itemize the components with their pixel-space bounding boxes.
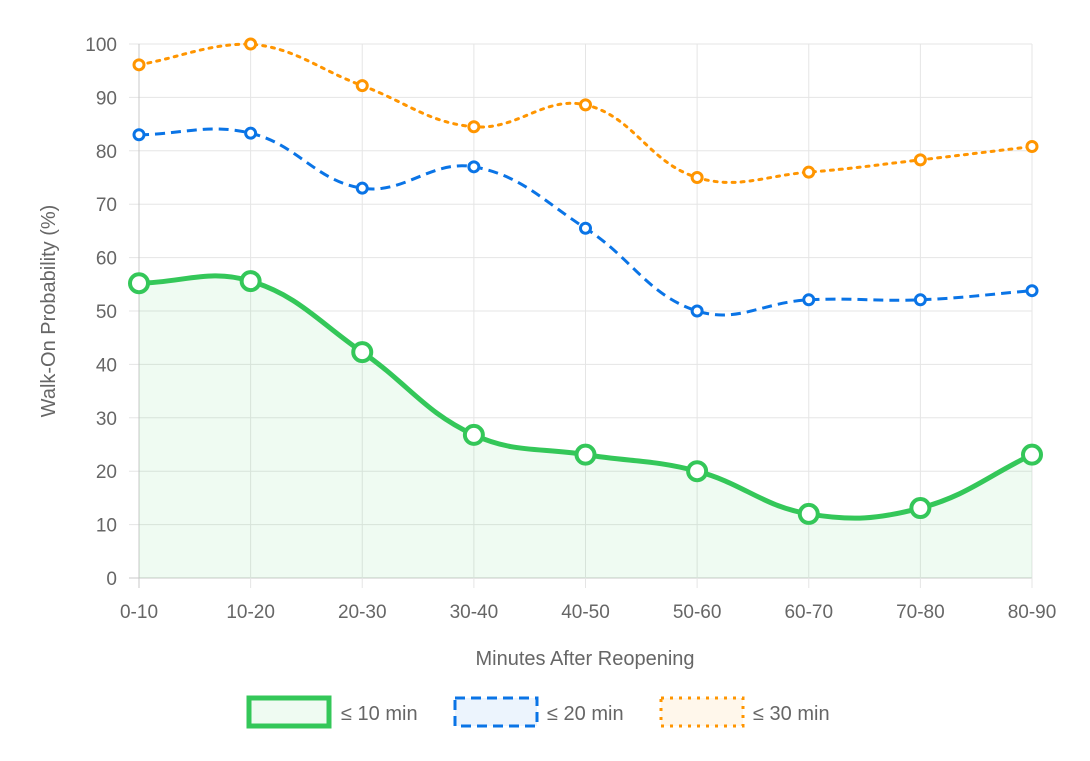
data-point <box>462 423 485 446</box>
x-tick-label: 20-30 <box>338 602 387 623</box>
y-tick-label: 30 <box>96 409 117 430</box>
y-axis-label: Walk-On Probability (%) <box>38 205 60 418</box>
data-point <box>128 272 150 295</box>
y-tick-label: 100 <box>85 35 117 56</box>
y-tick-label: 90 <box>96 88 117 109</box>
y-tick-label: 10 <box>96 516 117 537</box>
series-3 <box>132 37 1039 184</box>
y-tick-label: 40 <box>96 355 117 376</box>
series-area <box>139 275 1032 578</box>
data-point <box>579 221 592 235</box>
data-point <box>690 171 704 184</box>
data-point <box>1025 140 1039 154</box>
x-axis-ticks: 0-10 10-20 20-30 30-40 40-50 50-60 60-70 70-80 8… <box>120 602 1056 623</box>
legend-item-2: ≤ 20 min <box>453 696 624 728</box>
data-point <box>244 126 258 140</box>
y-tick-label: 50 <box>96 302 117 323</box>
data-point <box>1021 443 1043 466</box>
data-point <box>913 153 927 167</box>
series-group <box>128 37 1043 578</box>
data-point <box>355 181 369 195</box>
data-point <box>909 497 932 520</box>
data-point <box>132 58 146 72</box>
legend-swatch <box>453 696 539 728</box>
legend-swatch <box>246 695 332 729</box>
y-tick-label: 60 <box>96 249 117 270</box>
legend-item-3: ≤ 30 min <box>659 696 830 728</box>
data-point <box>355 79 369 93</box>
y-tick-label: 0 <box>106 569 117 590</box>
x-axis-label: Minutes After Reopening <box>475 648 694 670</box>
y-tick-label: 80 <box>96 142 117 163</box>
x-tick-label: 0-10 <box>120 602 158 623</box>
x-tick-label: 50-60 <box>673 602 722 623</box>
data-point <box>690 304 704 318</box>
series-2 <box>132 126 1039 318</box>
data-point <box>802 293 816 307</box>
data-point <box>244 37 258 51</box>
x-tick-label: 10-20 <box>226 602 275 623</box>
legend-item-1: ≤ 10 min <box>246 695 418 729</box>
y-tick-label: 20 <box>96 462 117 483</box>
data-point <box>574 443 597 466</box>
data-point <box>467 160 481 174</box>
data-point <box>351 341 374 364</box>
data-point <box>239 270 262 293</box>
x-tick-label: 60-70 <box>784 602 833 623</box>
x-tick-label: 80-90 <box>1008 602 1057 623</box>
legend-label: ≤ 30 min <box>753 703 830 725</box>
y-axis-ticks: 0 10 20 30 40 50 60 70 80 90 100 <box>85 35 117 590</box>
data-point <box>579 98 592 112</box>
x-tick-label: 70-80 <box>896 602 945 623</box>
x-tick-label: 30-40 <box>450 602 499 623</box>
data-point <box>797 502 820 525</box>
y-tick-label: 70 <box>96 195 117 216</box>
series-1 <box>128 270 1043 578</box>
legend-swatch <box>659 696 745 728</box>
data-point <box>686 460 709 483</box>
x-tick-label: 40-50 <box>561 602 610 623</box>
data-point <box>913 293 927 307</box>
data-point <box>802 165 816 179</box>
legend-label: ≤ 10 min <box>341 703 418 725</box>
data-point <box>132 128 146 142</box>
legend-label: ≤ 20 min <box>547 703 624 725</box>
data-point <box>1025 284 1039 298</box>
data-point <box>467 120 481 134</box>
legend: ≤ 10 min ≤ 20 min ≤ 30 min <box>246 695 830 729</box>
